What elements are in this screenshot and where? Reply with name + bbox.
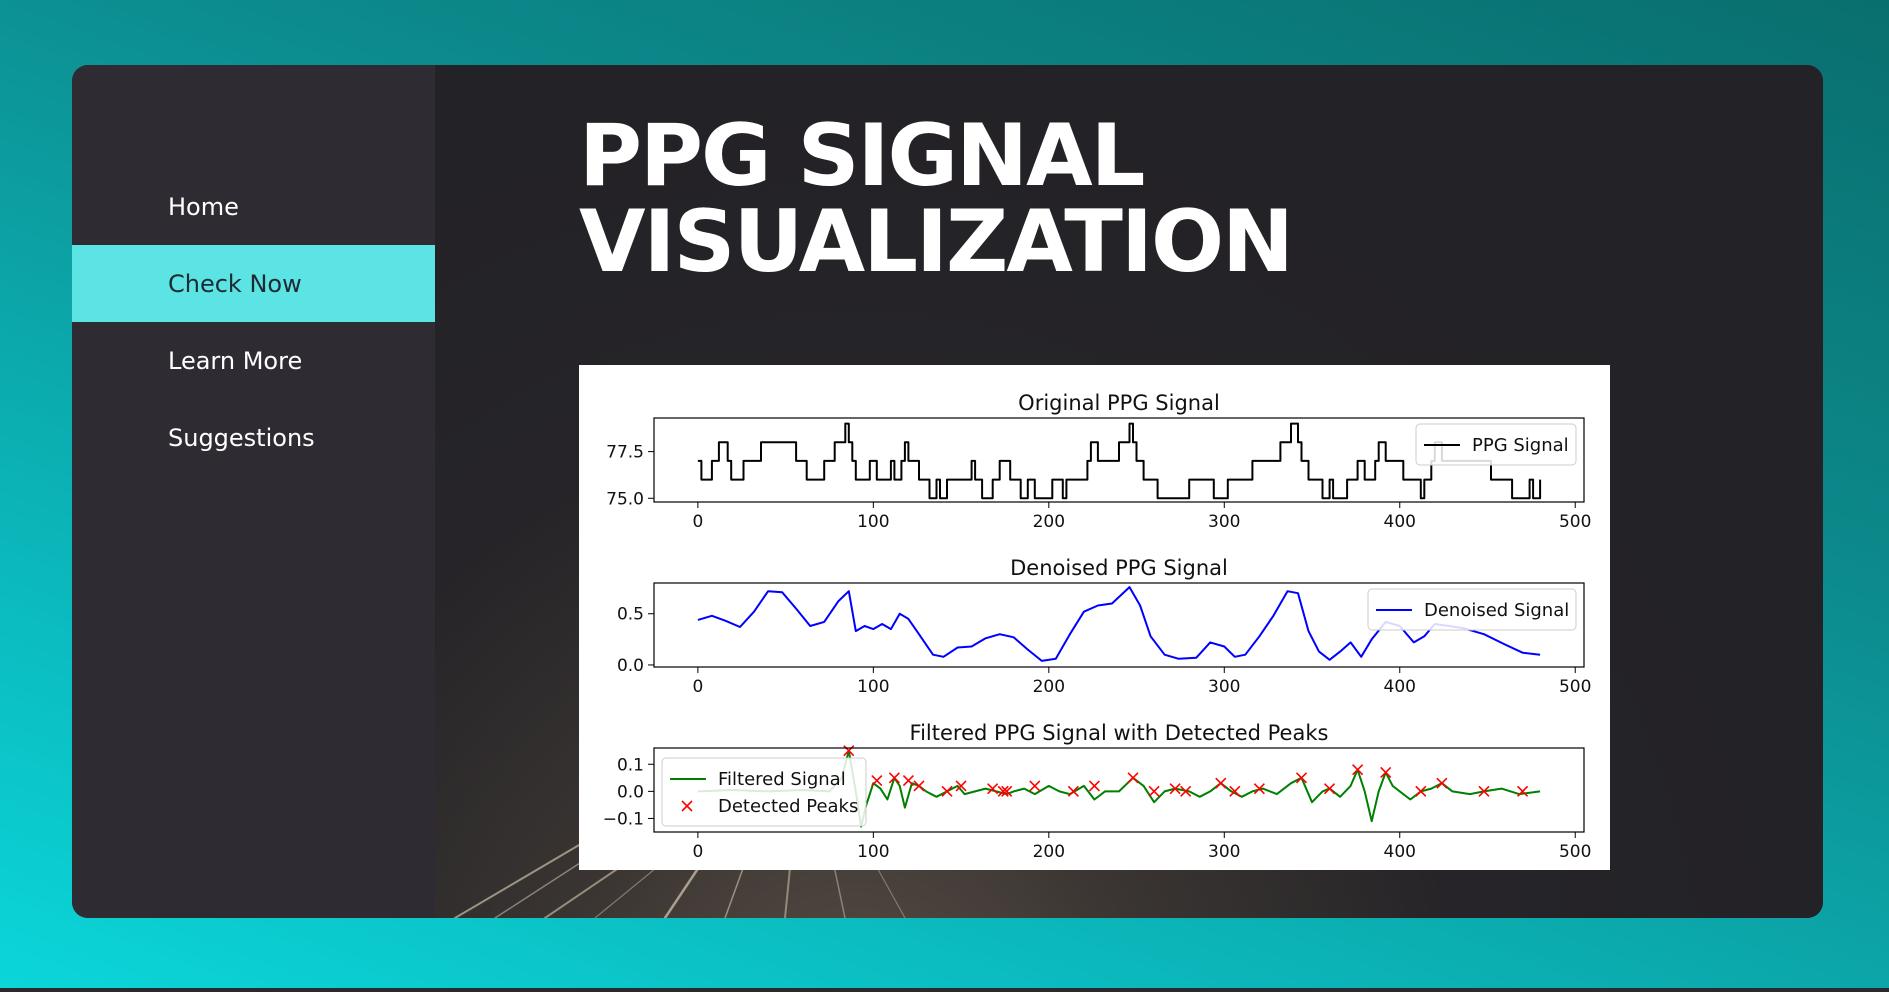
chart-3-peak-marker [1253, 783, 1265, 795]
chart-3-peak-marker [871, 774, 883, 787]
chart-2-x-tick-label: 100 [857, 677, 889, 697]
chart-3-peak-marker [1517, 785, 1529, 797]
chart-2-x-tick-label: 500 [1559, 677, 1591, 697]
chart-3-x-tick-label: 200 [1033, 842, 1065, 862]
page-title-line-1: PPG SIGNAL [579, 106, 1145, 206]
sidebar-item-label: Learn More [168, 346, 303, 375]
chart-1-x-tick-label: 400 [1384, 512, 1416, 532]
app-window: Home Check Now Learn More Suggestions [72, 65, 1823, 918]
chart-2-x-tick-label: 0 [692, 677, 703, 697]
chart-1-x-tick-label: 500 [1559, 512, 1591, 532]
page-title-line-2: VISUALIZATION [579, 192, 1294, 292]
chart-2-y-tick-label: 0.0 [617, 656, 644, 676]
chart-3-peak-marker [1478, 785, 1490, 797]
chart-3-peak-marker [987, 783, 999, 795]
chart-3-peak-marker [913, 780, 925, 792]
sidebar-item-suggestions[interactable]: Suggestions [72, 399, 435, 476]
chart-3-peak-marker [1001, 785, 1013, 797]
chart-1-title: Original PPG Signal [1018, 391, 1220, 415]
chart-3-peak-marker [997, 785, 1009, 797]
chart-2-series-line-1 [697, 586, 1541, 662]
chart-3-peak-marker [1324, 783, 1336, 795]
chart-2-title: Denoised PPG Signal [1010, 556, 1228, 580]
sidebar-item-label: Suggestions [168, 423, 315, 452]
sidebar-item-learn-more[interactable]: Learn More [72, 322, 435, 399]
chart-3-legend-label: Filtered Signal [718, 769, 846, 790]
sidebar-item-label: Home [168, 192, 239, 221]
chart-3-x-tick-label: 400 [1384, 842, 1416, 862]
chart-3-peak-marker [1415, 785, 1427, 797]
chart-3-legend-label: Detected Peaks [718, 796, 858, 817]
chart-3-y-tick-label: 0.0 [617, 782, 644, 802]
chart-2-x-tick-label: 400 [1384, 677, 1416, 697]
chart-3-peak-marker [1148, 785, 1160, 797]
chart-2-x-tick-label: 300 [1208, 677, 1240, 697]
sidebar-item-check-now[interactable]: Check Now [72, 245, 435, 322]
chart-3-legend-box [661, 757, 867, 827]
chart-3-peak-marker [1295, 772, 1308, 784]
chart-3-peak-marker [1029, 780, 1041, 792]
chart-3-peak-marker [902, 774, 914, 787]
chart-3-peak-marker [1169, 783, 1181, 795]
chart-3-title: Filtered PPG Signal with Detected Peaks [910, 721, 1329, 745]
chart-3-x-tick-label: 500 [1559, 842, 1591, 862]
chart-2-legend-box [1367, 588, 1577, 631]
chart-2-x-tick-label: 200 [1033, 677, 1065, 697]
chart-3-peak-marker [1352, 764, 1364, 776]
chart-1-y-tick-label: 75.0 [606, 489, 644, 509]
chart-1-series-line-1 [697, 422, 1542, 500]
chart-3-y-tick-label: −0.1 [603, 809, 644, 829]
chart-3-peak-marker [1180, 785, 1192, 797]
chart-1-legend-label: PPG Signal [1472, 435, 1569, 456]
chart-2-y-tick-label: 0.5 [617, 605, 644, 625]
chart-3-peak-marker [1380, 766, 1392, 778]
sidebar: Home Check Now Learn More Suggestions [72, 65, 435, 918]
chart-2-legend-label: Denoised Signal [1424, 600, 1569, 621]
chart-3-peak-marker [1229, 785, 1241, 797]
chart-3-x-tick-label: 0 [692, 842, 703, 862]
chart-3-peak-marker [1215, 777, 1227, 789]
chart-3-x-tick-label: 300 [1208, 842, 1240, 862]
chart-1-x-tick-label: 300 [1208, 512, 1240, 532]
chart-3-x-tick-label: 100 [857, 842, 889, 862]
chart-3-legend-marker [681, 800, 693, 812]
chart-1-legend-box [1415, 423, 1577, 466]
chart-3-axes-frame [653, 747, 1585, 833]
chart-3-peak-marker [1088, 780, 1100, 792]
chart-1-axes-frame [653, 417, 1585, 503]
chart-1-x-tick-label: 100 [857, 512, 889, 532]
chart-3-peak-marker [941, 785, 953, 797]
chart-3-peak-marker [888, 772, 900, 784]
chart-3-y-tick-label: 0.1 [617, 755, 644, 775]
page-title: PPG SIGNAL VISUALIZATION [579, 113, 1294, 285]
ppg-chart-figure: Original PPG Signal 0 100 200 300 400 500 75.0 7… [579, 365, 1610, 870]
chart-2-axes-frame [653, 582, 1585, 668]
sidebar-nav: Home Check Now Learn More Suggestions [72, 168, 435, 476]
sidebar-item-home[interactable]: Home [72, 168, 435, 245]
desktop-bottom-edge [0, 988, 1889, 992]
chart-3-peak-marker [843, 745, 855, 757]
ppg-charts: Original PPG Signal 0 100 200 300 400 500 75.0 7… [603, 391, 1592, 862]
chart-1-y-tick-label: 77.5 [606, 443, 644, 463]
main-content: PPG SIGNAL VISUALIZATION Original PPG Si… [435, 65, 1823, 918]
chart-3-peak-marker [1067, 785, 1079, 797]
chart-3-peak-marker [1436, 777, 1448, 789]
chart-1-x-tick-label: 0 [692, 512, 703, 532]
sidebar-item-label: Check Now [168, 269, 302, 298]
chart-1-x-tick-label: 200 [1033, 512, 1065, 532]
chart-3-peak-marker [955, 780, 967, 792]
chart-3-peak-marker [1127, 772, 1139, 784]
